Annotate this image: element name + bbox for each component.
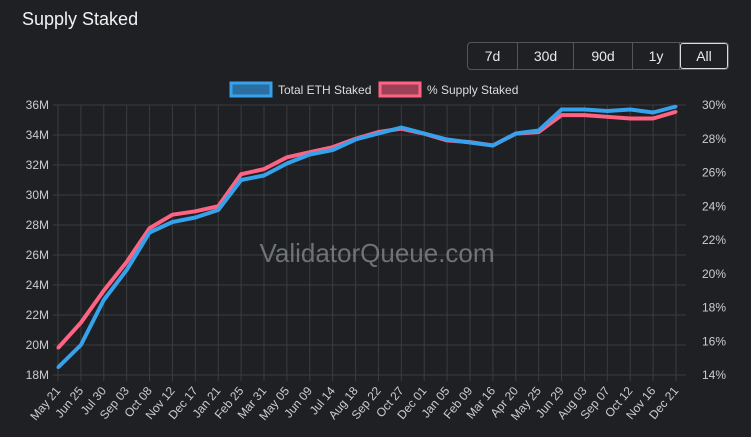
data-point bbox=[262, 174, 266, 177]
range-90d-button[interactable]: 90d bbox=[574, 43, 633, 69]
data-point bbox=[125, 268, 129, 272]
data-point bbox=[148, 231, 152, 234]
data-point bbox=[605, 109, 609, 113]
data-point bbox=[468, 141, 472, 144]
data-point bbox=[376, 132, 380, 135]
y-left-tick-label: 24M bbox=[26, 278, 49, 292]
data-point bbox=[560, 108, 564, 111]
y-right-tick-label: 26% bbox=[702, 166, 726, 180]
range-1y-button[interactable]: 1y bbox=[633, 43, 680, 69]
data-point bbox=[422, 132, 426, 135]
y-right-tick-label: 22% bbox=[702, 233, 726, 247]
data-point bbox=[331, 148, 335, 152]
data-point bbox=[491, 144, 495, 147]
y-right-tick-label: 24% bbox=[702, 199, 726, 213]
legend-label-eth[interactable]: Total ETH Staked bbox=[278, 83, 371, 97]
y-right-tick-label: 30% bbox=[702, 98, 726, 112]
data-point bbox=[79, 343, 83, 347]
data-point bbox=[79, 321, 83, 325]
data-point bbox=[560, 113, 564, 117]
data-point bbox=[262, 167, 266, 171]
data-point bbox=[651, 111, 655, 114]
legend-label-pct[interactable]: % Supply Staked bbox=[427, 83, 518, 97]
data-point bbox=[628, 117, 632, 120]
data-point bbox=[582, 113, 586, 117]
y-left-tick-label: 36M bbox=[26, 98, 49, 112]
data-point bbox=[56, 346, 60, 350]
y-right-tick-label: 16% bbox=[702, 334, 726, 348]
legend-swatch-eth[interactable] bbox=[229, 81, 273, 98]
time-range-selector: 7d 30d 90d 1y All bbox=[467, 42, 729, 70]
data-point bbox=[308, 153, 312, 156]
data-point bbox=[102, 298, 106, 302]
data-point bbox=[102, 289, 106, 293]
data-point bbox=[193, 216, 197, 219]
y-left-tick-label: 22M bbox=[26, 308, 49, 322]
y-left-tick-label: 20M bbox=[26, 338, 49, 352]
data-point bbox=[445, 138, 449, 141]
data-point bbox=[674, 110, 678, 114]
y-left-tick-label: 32M bbox=[26, 158, 49, 172]
data-point bbox=[605, 115, 609, 119]
y-left-tick-label: 30M bbox=[26, 188, 49, 202]
y-left-tick-label: 18M bbox=[26, 368, 49, 382]
data-point bbox=[651, 117, 655, 120]
legend: Total ETH Staked % Supply Staked bbox=[229, 81, 518, 98]
y-right-tick-label: 28% bbox=[702, 132, 726, 146]
data-point bbox=[285, 155, 289, 159]
data-point bbox=[674, 105, 678, 108]
y-right-tick-label: 18% bbox=[702, 301, 726, 315]
range-all-button[interactable]: All bbox=[680, 43, 728, 69]
data-point bbox=[216, 208, 220, 212]
y-left-tick-label: 28M bbox=[26, 218, 49, 232]
data-point bbox=[193, 209, 197, 213]
data-point bbox=[537, 129, 541, 132]
range-30d-button[interactable]: 30d bbox=[518, 43, 574, 69]
watermark: ValidatorQueue.com bbox=[259, 238, 494, 268]
y-left-tick-label: 26M bbox=[26, 248, 49, 262]
data-point bbox=[285, 162, 289, 165]
data-point bbox=[582, 108, 586, 111]
data-point bbox=[354, 138, 358, 141]
legend-swatch-pct[interactable] bbox=[378, 81, 422, 98]
data-point bbox=[399, 126, 403, 129]
y-right-tick-label: 14% bbox=[702, 368, 726, 382]
data-point bbox=[239, 172, 243, 176]
data-point bbox=[56, 366, 60, 369]
data-point bbox=[239, 178, 243, 182]
data-point bbox=[170, 213, 174, 217]
y-left-tick-label: 34M bbox=[26, 128, 49, 142]
range-7d-button[interactable]: 7d bbox=[468, 43, 518, 69]
page-title: Supply Staked bbox=[22, 9, 139, 29]
series-line-eth-staked bbox=[56, 104, 677, 369]
data-point bbox=[628, 108, 632, 111]
data-point bbox=[125, 260, 129, 264]
data-point bbox=[170, 220, 174, 224]
data-point bbox=[148, 226, 152, 230]
data-point bbox=[514, 132, 518, 135]
y-right-tick-label: 20% bbox=[702, 267, 726, 281]
